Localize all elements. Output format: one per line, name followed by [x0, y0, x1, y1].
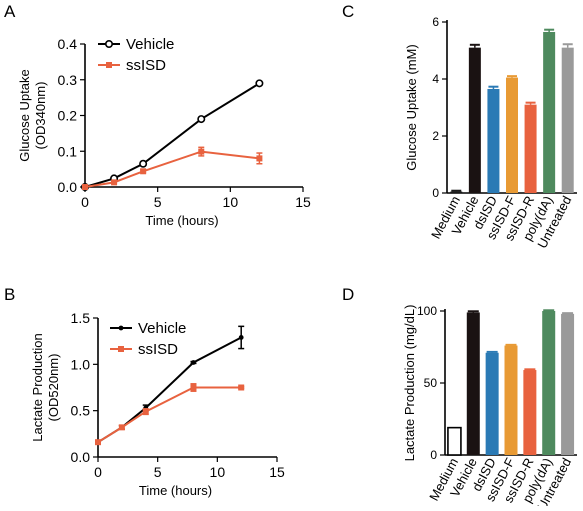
- y-tick-label: 50: [424, 376, 438, 390]
- y-tick-label: 0.3: [58, 72, 78, 88]
- y-tick-label: 2: [432, 129, 439, 143]
- bar: [542, 311, 556, 455]
- bar: [543, 31, 556, 193]
- y-tick-label: 100: [417, 304, 437, 318]
- x-tick-label: 0: [81, 194, 89, 210]
- data-point: [238, 335, 244, 340]
- bar: [523, 370, 537, 455]
- data-point: [82, 184, 88, 190]
- y-axis-label: Glucose Uptake: [17, 69, 32, 162]
- x-tick-label: 0: [94, 464, 102, 480]
- y-tick-label: 0.0: [71, 449, 91, 465]
- bar: [504, 345, 518, 455]
- legend-label: Vehicle: [138, 320, 186, 337]
- y-tick-label: 0.0: [58, 179, 78, 195]
- legend-marker: [118, 346, 124, 352]
- x-tick-label: 5: [154, 464, 162, 480]
- data-point: [140, 168, 147, 175]
- y-tick-label: 0.4: [58, 36, 78, 52]
- data-point: [139, 159, 148, 168]
- y-tick-label: 4: [432, 72, 439, 86]
- data-point: [255, 79, 264, 88]
- y-tick-label: 0.5: [71, 403, 91, 419]
- data-point: [256, 155, 263, 162]
- legend-marker: [105, 39, 114, 48]
- y-tick-label: 0: [430, 448, 437, 462]
- x-tick-label: 10: [223, 194, 239, 210]
- panel-label-b: B: [4, 285, 15, 304]
- lactate-production-timecourse-chart: 0.0 0.5 1.0 1.5 0 5 10 15 Time (hours) Lactate Pr…: [30, 310, 285, 498]
- y-axis-label: Lactate Production: [30, 333, 45, 441]
- y-axis-label: Lactate Production (mg/dL): [402, 305, 417, 462]
- legend-label: ssISD: [138, 341, 178, 358]
- data-point: [238, 384, 245, 391]
- y-tick-label: 0.1: [58, 143, 78, 159]
- y-axis-label: Glucose Uptake (mM): [404, 44, 419, 170]
- data-point: [142, 408, 149, 415]
- y-axis-label-units: (OD520nm): [46, 354, 61, 422]
- x-axis-label: Time (hours): [145, 213, 218, 228]
- y-tick-label: 0: [432, 186, 439, 200]
- panel-label-d: D: [342, 285, 354, 304]
- series-line: [84, 82, 260, 188]
- bar: [487, 88, 500, 193]
- x-tick-label: 15: [295, 194, 311, 210]
- bar: [524, 104, 537, 193]
- bar: [485, 352, 499, 455]
- legend-marker: [118, 325, 124, 331]
- data-point: [190, 384, 197, 391]
- panel-label-a: A: [4, 2, 16, 21]
- y-axis-label-units: (OD340nm): [33, 82, 48, 150]
- x-tick-label: 15: [269, 464, 285, 480]
- y-tick-label: 6: [432, 15, 439, 29]
- bar: [506, 77, 518, 193]
- data-point: [111, 179, 118, 186]
- y-tick-label: 0.2: [58, 108, 78, 124]
- y-tick-label: 1.5: [71, 310, 91, 326]
- series-line: [97, 386, 242, 444]
- bar: [450, 191, 463, 194]
- glucose-uptake-timecourse-chart: 0.0 0.1 0.2 0.3 0.4 0 5 10 15 Time (hours) Glucose…: [17, 36, 311, 228]
- data-point: [118, 424, 125, 431]
- bar: [466, 312, 480, 455]
- legend-marker: [106, 62, 112, 68]
- bar: [561, 47, 574, 194]
- x-tick-label: 5: [154, 194, 162, 210]
- data-point: [198, 148, 205, 155]
- data-point: [191, 360, 196, 365]
- legend-label: ssISD: [126, 57, 166, 74]
- x-tick-label: 10: [210, 464, 226, 480]
- data-point: [197, 115, 206, 124]
- data-point: [95, 439, 101, 446]
- panel-label-c: C: [342, 2, 354, 21]
- bar: [468, 47, 481, 194]
- y-tick-label: 1.0: [71, 356, 91, 372]
- bar: [561, 313, 575, 455]
- x-axis-label: Time (hours): [139, 483, 212, 498]
- bar: [447, 426, 462, 456]
- legend-label: Vehicle: [126, 36, 174, 53]
